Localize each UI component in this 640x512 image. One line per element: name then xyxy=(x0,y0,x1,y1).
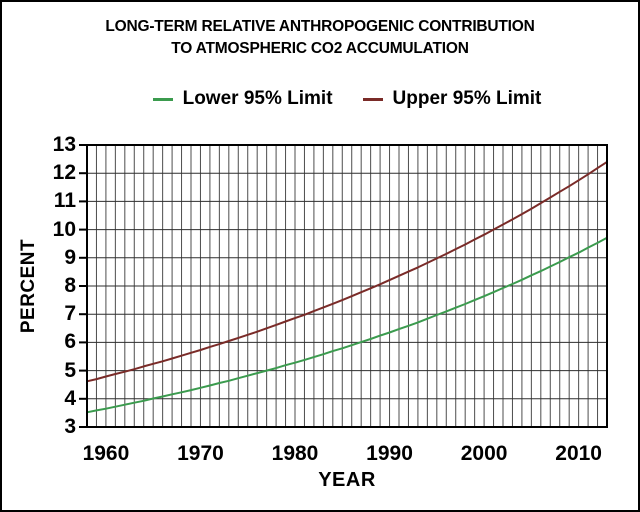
lower-series-label: Lower 95% Limit xyxy=(182,88,333,109)
upper-series-line xyxy=(86,160,608,383)
y-tick-marks xyxy=(79,144,87,428)
y-tick-label: 3 xyxy=(64,415,76,438)
y-tick-label: 13 xyxy=(52,133,76,156)
upper-series-label: Upper 95% Limit xyxy=(392,88,542,109)
plot-area: 1960 1970 1980 1990 2000 2010 3 4 5 6 7 8 9 10 11 12 13 xyxy=(53,134,608,465)
x-tick-label: 1960 xyxy=(82,442,130,465)
y-tick-label: 11 xyxy=(53,189,76,213)
legend: Lower 95% Limit Upper 95% Limit xyxy=(87,86,607,112)
y-tick-label: 10 xyxy=(52,217,76,241)
x-tick-label: 1970 xyxy=(177,442,224,465)
lower-series-swatch-icon xyxy=(152,97,173,101)
chart-title-line2: TO ATMOSPHERIC CO2 ACCUMULATION xyxy=(171,40,469,57)
x-axis-title: YEAR xyxy=(318,469,376,491)
x-tick-label: 2010 xyxy=(555,442,602,465)
lower-series-line xyxy=(86,236,608,414)
y-tick-label: 5 xyxy=(64,358,76,382)
plot-border xyxy=(86,144,608,428)
legend-item-lower: Lower 95% Limit xyxy=(152,88,333,110)
y-tick-label: 12 xyxy=(52,161,76,185)
y-tick-label: 7 xyxy=(64,302,76,326)
plot-svg xyxy=(79,144,608,428)
upper-series-swatch-icon xyxy=(362,97,383,101)
legend-item-upper: Upper 95% Limit xyxy=(362,88,542,110)
y-tick-label: 6 xyxy=(64,330,76,354)
y-tick-label: 9 xyxy=(64,245,76,269)
horizontal-gridlines xyxy=(87,172,607,400)
x-tick-label: 2000 xyxy=(460,442,508,465)
chart-title-line1: LONG-TERM RELATIVE ANTHROPOGENIC CONTRIB… xyxy=(105,18,535,35)
x-tick-label: 1980 xyxy=(271,442,319,465)
x-tick-label: 1990 xyxy=(366,442,413,465)
y-tick-label: 8 xyxy=(64,274,76,297)
chart-title: LONG-TERM RELATIVE ANTHROPOGENIC CONTRIB… xyxy=(2,16,638,60)
y-tick-label: 4 xyxy=(64,386,76,410)
